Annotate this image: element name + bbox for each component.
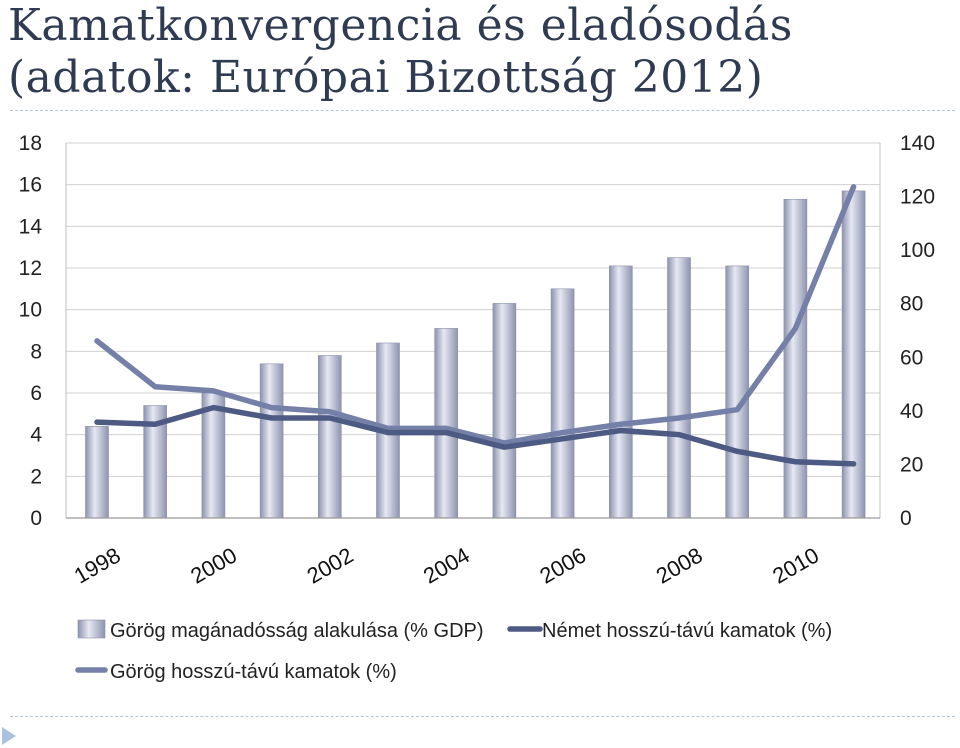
y-right-tick-label: 0 bbox=[900, 507, 912, 530]
slide-title: Kamatkonvergencia és eladósodás (adatok:… bbox=[8, 0, 948, 104]
bar bbox=[725, 265, 750, 519]
y-right-tick-label: 60 bbox=[900, 346, 923, 369]
x-tick-label: 2004 bbox=[419, 542, 474, 588]
y-left-tick-label: 16 bbox=[19, 174, 42, 197]
x-tick-label: 2002 bbox=[303, 542, 358, 588]
y-left-tick-label: 18 bbox=[19, 132, 42, 155]
bar bbox=[667, 257, 691, 519]
y-left-tick-label: 0 bbox=[30, 507, 42, 530]
bar-series bbox=[85, 190, 866, 519]
y-right-tick-label: 120 bbox=[900, 186, 935, 209]
legend-item-german: Német hosszú-távú kamatok (%) bbox=[507, 620, 832, 642]
x-tick-label: 2000 bbox=[186, 542, 241, 588]
x-tick-label: 2006 bbox=[535, 542, 590, 588]
x-tick-label: 2008 bbox=[652, 542, 707, 588]
y-right-tick-label: 80 bbox=[900, 293, 923, 316]
x-tick-label: 2010 bbox=[768, 542, 823, 588]
bottom-divider bbox=[10, 716, 955, 717]
triangle-bullet-icon bbox=[2, 727, 16, 745]
legend-item-greek: Görög hosszú-távú kamatok (%) bbox=[75, 661, 397, 683]
title-line-2: (adatok: Európai Bizottság 2012) bbox=[8, 52, 764, 103]
bar bbox=[550, 288, 575, 519]
bar bbox=[608, 265, 633, 519]
y-left-tick-label: 4 bbox=[30, 424, 42, 447]
chart: 0 2 4 6 8 10 12 14 16 18 0 20 40 60 80 100 120 140 1998 200… bbox=[19, 132, 935, 683]
legend-label-bars: Görög magánadósság alakulása (% GDP) bbox=[110, 620, 484, 642]
grid-lines bbox=[66, 142, 880, 519]
legend-item-bars: Görög magánadósság alakulása (% GDP) bbox=[77, 619, 484, 642]
legend-swatch-bar bbox=[77, 619, 106, 639]
legend-label-german: Német hosszú-távú kamatok (%) bbox=[542, 620, 832, 642]
bar bbox=[783, 198, 808, 519]
x-tick-label: 1998 bbox=[70, 542, 125, 588]
bar bbox=[259, 363, 284, 519]
y-left-tick-label: 10 bbox=[19, 299, 42, 322]
line-series bbox=[94, 184, 857, 467]
y-right-tick-label: 100 bbox=[900, 239, 935, 262]
bar bbox=[492, 303, 517, 519]
german-rates-line bbox=[94, 404, 857, 467]
bar bbox=[85, 426, 109, 519]
y-left-tick-label: 6 bbox=[30, 382, 42, 405]
y-left-tick-label: 2 bbox=[30, 465, 42, 488]
y-left-tick-label: 8 bbox=[30, 340, 42, 363]
y-left-tick-label: 12 bbox=[19, 257, 42, 280]
legend: Görög magánadósság alakulása (% GDP) Néme… bbox=[75, 619, 832, 683]
top-divider bbox=[10, 110, 955, 111]
greek-rates-line bbox=[94, 184, 857, 446]
title-line-1: Kamatkonvergencia és eladósodás bbox=[8, 0, 793, 51]
legend-label-greek: Görög hosszú-távú kamatok (%) bbox=[110, 661, 397, 683]
y-right-tick-label: 40 bbox=[900, 400, 923, 423]
bar bbox=[317, 355, 342, 519]
y-left-tick-label: 14 bbox=[19, 215, 43, 238]
y-right-tick-label: 140 bbox=[900, 132, 935, 155]
bar bbox=[841, 190, 866, 519]
y-right-tick-label: 20 bbox=[900, 453, 923, 476]
bar bbox=[434, 328, 459, 519]
